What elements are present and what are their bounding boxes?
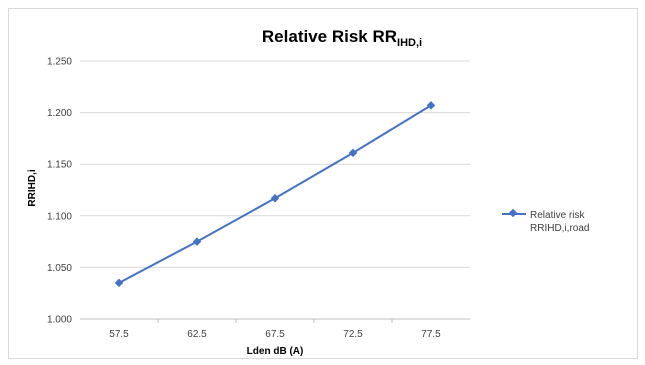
x-tick-label-0: 57.5	[109, 329, 129, 340]
x-axis-label: Lden dB (A)	[247, 346, 304, 357]
y-tick-label-5: 1.250	[47, 57, 72, 68]
y-tick-label-1: 1.050	[47, 263, 72, 274]
chart-title-subscript: IHD,i	[397, 37, 422, 49]
y-axis-ticks: 1.000 1.050 1.100 1.150 1.200 1.250	[47, 57, 72, 326]
y-axis-label: RRIHD,i	[27, 169, 38, 206]
x-tick-label-4: 77.5	[421, 329, 441, 340]
chart-title: Relative Risk RRIHD,i	[262, 27, 422, 49]
x-tick-label-2: 67.5	[265, 329, 285, 340]
x-tick-label-3: 72.5	[343, 329, 363, 340]
legend-label-line2: RRIHD,i,road	[530, 223, 589, 234]
y-tick-label-3: 1.150	[47, 160, 72, 171]
y-tick-label-4: 1.200	[47, 108, 72, 119]
x-axis-ticks: 57.5 62.5 67.5 72.5 77.5	[109, 319, 441, 340]
y-tick-label-2: 1.100	[47, 211, 72, 222]
data-point-0-4	[426, 101, 436, 110]
data-point-0-1	[192, 237, 202, 246]
data-point-0-2	[270, 194, 280, 203]
legend: Relative risk RRIHD,i,road	[502, 208, 589, 234]
chart-frame	[8, 8, 638, 359]
y-tick-label-0: 1.000	[47, 315, 72, 326]
gridlines	[80, 60, 470, 268]
data-point-0-3	[348, 148, 358, 158]
data-point-0-0	[114, 278, 124, 288]
legend-marker	[508, 208, 518, 218]
series-group	[114, 101, 436, 288]
legend-label-line1: Relative risk	[530, 210, 585, 221]
chart-title-main: Relative Risk RR	[262, 27, 397, 46]
x-tick-label-1: 62.5	[187, 329, 207, 340]
